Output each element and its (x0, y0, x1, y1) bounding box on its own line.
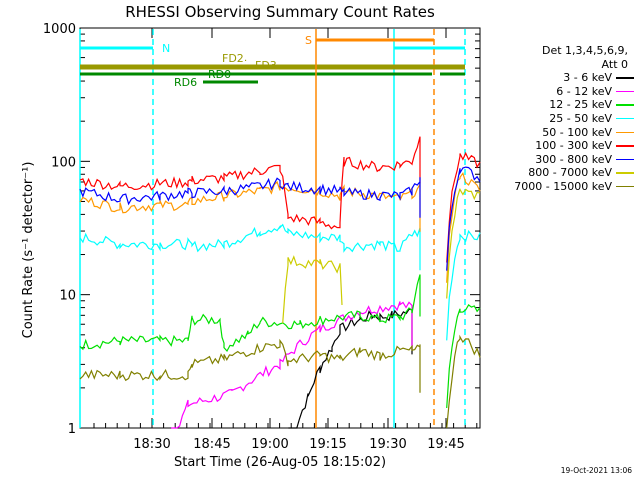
flag-dot: . (244, 53, 247, 64)
legend-item: 3 - 6 keV (480, 71, 638, 85)
legend-swatch (616, 185, 634, 188)
flag-label: N (162, 42, 170, 55)
x-axis-label: Start Time (26-Aug-05 18:15:02) (174, 455, 386, 470)
x-tick-label: 19:00 (251, 437, 288, 452)
legend-swatch (616, 90, 634, 93)
legend-item: 12 - 25 keV (480, 98, 638, 112)
flag-label: FD2 (222, 52, 244, 65)
legend-swatch (616, 145, 634, 147)
legend-item-label: 7000 - 15000 keV (514, 179, 612, 193)
legend-item-label: 800 - 7000 keV (528, 166, 612, 180)
legend-item: 7000 - 15000 keV (480, 180, 638, 194)
legend-item-label: 50 - 100 keV (542, 125, 612, 139)
flag-label: S (305, 34, 312, 47)
y-tick-label: 1000 (43, 22, 76, 37)
x-axis-ticks: 18:30 18:45 19:00 19:15 19:30 19:45 (93, 28, 478, 452)
legend-swatch (616, 172, 634, 174)
legend-swatch (616, 104, 634, 106)
y-tick-label: 1 (68, 422, 76, 437)
series-line (79, 166, 481, 271)
legend-rows: 3 - 6 keV 6 - 12 keV 12 - 25 keV 25 - 50 ke… (480, 71, 638, 193)
legend-item: 6 - 12 keV (480, 85, 638, 99)
legend-item-label: 6 - 12 keV (556, 84, 612, 98)
legend: Det 1,3,4,5,6,9, Att 0 3 - 6 keV 6 - 12 k… (480, 44, 638, 194)
y-axis-label: Count Rate (s⁻¹ detector⁻¹) (21, 162, 36, 339)
legend-item: 300 - 800 keV (480, 153, 638, 167)
legend-title-line-2: Att 0 (601, 57, 628, 71)
legend-item: 50 - 100 keV (480, 126, 638, 140)
footer-timestamp: 19-Oct-2021 13:06 (560, 466, 632, 475)
series-lines (79, 136, 481, 429)
legend-swatch (616, 117, 634, 120)
x-tick-label: 19:15 (309, 437, 346, 452)
x-tick-label: 19:30 (369, 437, 406, 452)
x-tick-label: 19:45 (427, 437, 464, 452)
legend-item: 25 - 50 keV (480, 112, 638, 126)
series-line (79, 171, 481, 283)
legend-item-label: 25 - 50 keV (549, 111, 612, 125)
series-line (79, 223, 481, 341)
series-line (171, 301, 413, 429)
flag-label: RD0 (208, 68, 231, 81)
legend-item: 800 - 7000 keV (480, 166, 638, 180)
flag-label: FD3 (255, 59, 277, 72)
x-tick-label: 18:30 (133, 437, 170, 452)
y-tick-label: 100 (51, 155, 76, 170)
legend-item-label: 100 - 300 keV (535, 139, 612, 153)
legend-title-line-1: Det 1,3,4,5,6,9, (541, 44, 628, 57)
legend-swatch (616, 131, 634, 134)
flag-bars: N FD2 FD3 RD0 RD6 S. (79, 29, 466, 428)
series-line (79, 274, 481, 409)
legend-item-label: 12 - 25 keV (549, 98, 612, 112)
x-tick-label: 18:45 (193, 437, 230, 452)
legend-item: 100 - 300 keV (480, 139, 638, 153)
y-tick-label: 10 (59, 289, 76, 304)
series-line (282, 188, 481, 324)
legend-swatch (616, 77, 634, 79)
chart-title: RHESSI Observing Summary Count Rates (125, 3, 435, 21)
legend-item-label: 300 - 800 keV (535, 152, 612, 166)
legend-item-label: 3 - 6 keV (563, 71, 612, 85)
series-line (79, 334, 481, 429)
flag-label: RD6 (174, 76, 197, 89)
series-line (79, 136, 481, 263)
series-line (288, 308, 413, 429)
legend-swatch (616, 158, 634, 161)
y-axis-ticks: 1 10 100 1000 (43, 22, 480, 437)
